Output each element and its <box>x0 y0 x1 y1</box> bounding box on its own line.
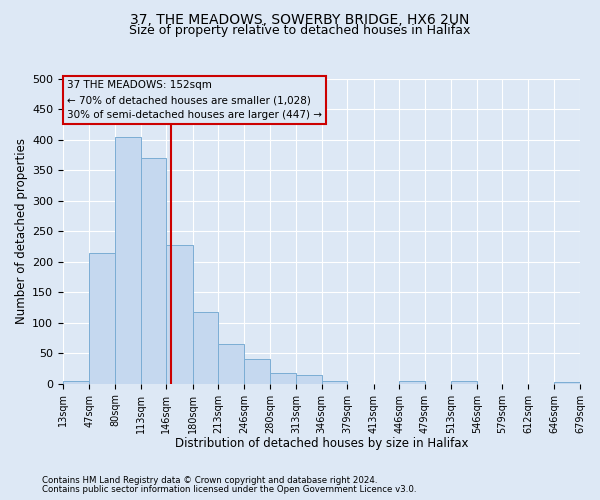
Text: 37 THE MEADOWS: 152sqm
← 70% of detached houses are smaller (1,028)
30% of semi-: 37 THE MEADOWS: 152sqm ← 70% of detached… <box>67 80 322 120</box>
Bar <box>270 373 296 384</box>
Bar <box>115 137 140 384</box>
X-axis label: Distribution of detached houses by size in Halifax: Distribution of detached houses by size … <box>175 437 468 450</box>
Bar <box>218 344 244 384</box>
Text: Size of property relative to detached houses in Halifax: Size of property relative to detached ho… <box>130 24 470 37</box>
Text: Contains public sector information licensed under the Open Government Licence v3: Contains public sector information licen… <box>42 485 416 494</box>
Bar <box>322 380 347 384</box>
Text: Contains HM Land Registry data © Crown copyright and database right 2024.: Contains HM Land Registry data © Crown c… <box>42 476 377 485</box>
Bar <box>193 312 218 384</box>
Bar <box>399 380 425 384</box>
Bar <box>63 380 89 384</box>
Bar <box>244 360 270 384</box>
Bar <box>166 245 193 384</box>
Bar <box>89 252 115 384</box>
Bar <box>140 158 166 384</box>
Y-axis label: Number of detached properties: Number of detached properties <box>15 138 28 324</box>
Bar <box>554 382 580 384</box>
Bar <box>296 374 322 384</box>
Bar <box>451 380 477 384</box>
Text: 37, THE MEADOWS, SOWERBY BRIDGE, HX6 2UN: 37, THE MEADOWS, SOWERBY BRIDGE, HX6 2UN <box>130 12 470 26</box>
